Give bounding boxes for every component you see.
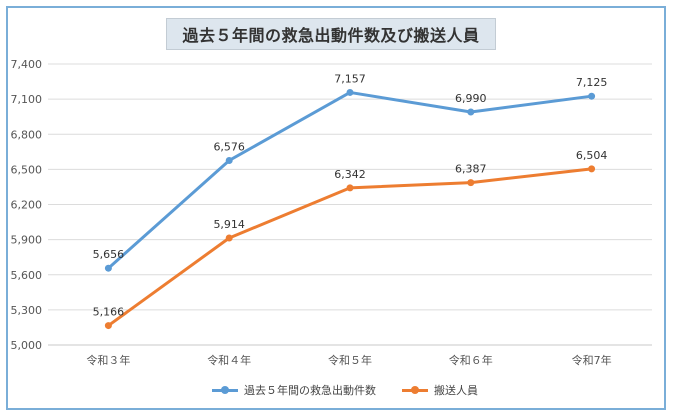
y-tick-label: 5,000: [11, 339, 43, 352]
x-tick-label: 令和３年: [86, 353, 130, 367]
legend-marker: [221, 385, 229, 394]
data-label: 5,656: [93, 248, 125, 261]
data-point: [225, 156, 233, 164]
data-label: 5,166: [93, 306, 125, 319]
data-point: [104, 322, 112, 330]
legend-item-1: 過去５年間の救急出動件数: [212, 382, 376, 398]
y-tick-label: 5,600: [11, 269, 43, 282]
y-tick-label: 5,900: [11, 234, 43, 247]
legend-swatch: [402, 385, 428, 394]
data-label: 6,576: [213, 140, 245, 153]
legend-swatch: [212, 385, 238, 394]
legend-label: 過去５年間の救急出動件数: [244, 384, 376, 397]
legend-label: 搬送人員: [434, 384, 478, 397]
legend: 過去５年間の救急出動件数 搬送人員: [0, 382, 690, 398]
data-label: 7,157: [334, 72, 366, 85]
x-tick-label: 令和５年: [328, 353, 372, 367]
legend-marker: [411, 385, 419, 394]
chart-frame: [6, 6, 666, 410]
data-point: [467, 108, 475, 116]
data-label: 6,387: [455, 163, 487, 176]
data-point: [588, 92, 596, 100]
x-tick-label: 令和7年: [572, 353, 612, 367]
data-point: [588, 165, 596, 173]
data-point: [346, 88, 354, 96]
data-label: 5,914: [213, 218, 245, 231]
x-tick-label: 令和６年: [449, 353, 493, 367]
chart-title-box: 過去５年間の救急出動件数及び搬送人員: [166, 18, 496, 50]
data-label: 6,504: [576, 149, 608, 162]
data-point: [467, 179, 475, 187]
data-label: 6,990: [455, 92, 487, 105]
series-line-2: [107, 167, 592, 327]
data-point: [225, 234, 233, 242]
y-tick-label: 6,800: [11, 128, 43, 141]
y-tick-label: 6,500: [11, 163, 43, 176]
legend-item-2: 搬送人員: [402, 382, 478, 398]
data-point: [346, 184, 354, 192]
y-tick-label: 7,100: [11, 93, 43, 106]
data-label: 7,125: [576, 76, 608, 89]
chart-title: 過去５年間の救急出動件数及び搬送人員: [182, 26, 480, 45]
data-point: [104, 264, 112, 272]
x-tick-label: 令和４年: [207, 353, 251, 367]
data-label: 6,342: [334, 168, 366, 181]
y-tick-label: 7,400: [11, 58, 43, 71]
y-tick-label: 6,200: [11, 199, 43, 212]
y-tick-label: 5,300: [11, 304, 43, 317]
